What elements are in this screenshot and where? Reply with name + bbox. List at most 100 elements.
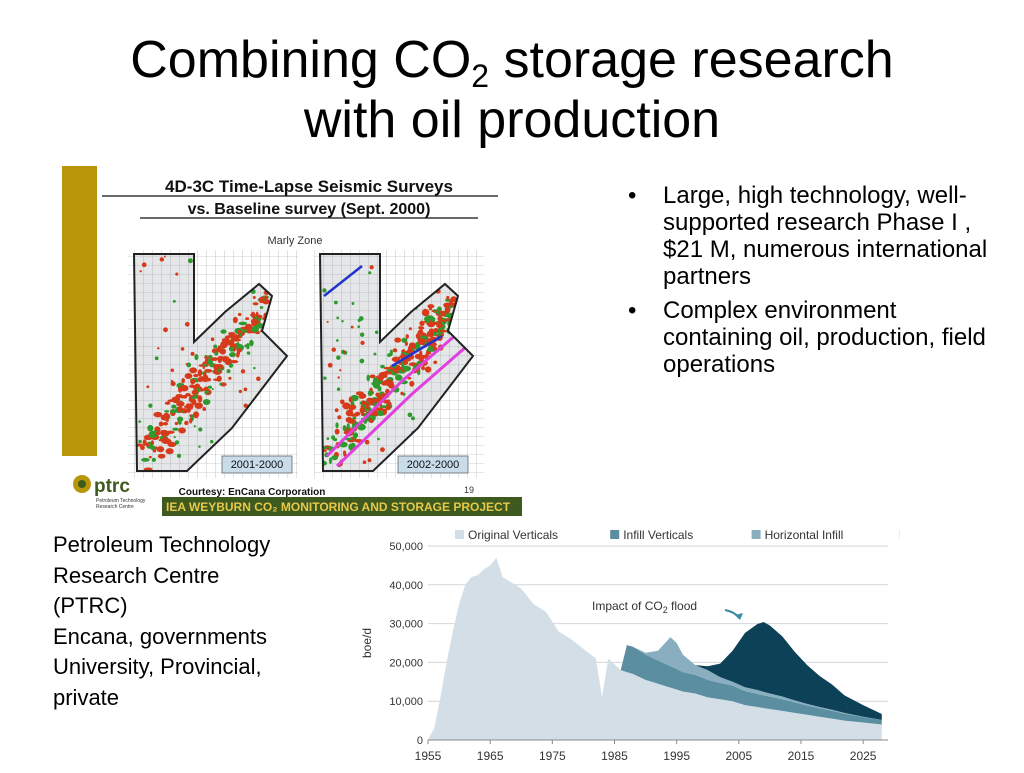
anomaly-mark	[213, 364, 218, 369]
anomaly-mark	[433, 332, 437, 336]
anomaly-mark	[438, 326, 440, 328]
anomaly-mark	[249, 340, 254, 346]
anomaly-mark	[416, 333, 421, 338]
anomaly-mark	[203, 364, 207, 367]
anomaly-mark	[157, 446, 165, 452]
anomaly-mark	[157, 347, 159, 349]
anomaly-mark	[337, 388, 340, 391]
anomaly-mark	[213, 344, 217, 348]
anomaly-mark	[363, 460, 367, 464]
anomaly-mark	[377, 410, 384, 416]
anomaly-mark	[375, 386, 377, 388]
anomaly-mark	[173, 300, 176, 303]
anomaly-mark	[181, 347, 185, 351]
anomaly-mark	[418, 338, 426, 342]
anomaly-mark	[230, 341, 234, 348]
anomaly-mark	[197, 377, 202, 381]
organization-text: Petroleum Technology Research Centre (PT…	[53, 530, 323, 713]
anomaly-mark	[387, 353, 391, 357]
anomaly-mark	[419, 321, 424, 326]
anomaly-mark	[171, 405, 176, 409]
anomaly-mark	[371, 415, 375, 420]
anomaly-mark	[360, 341, 364, 345]
anomaly-mark	[491, 246, 499, 251]
org-line: Encana, governments	[53, 622, 323, 653]
anomaly-mark	[143, 439, 147, 446]
anomaly-mark	[333, 438, 336, 441]
anomaly-mark	[203, 372, 206, 377]
anomaly-mark	[251, 312, 255, 318]
anomaly-mark	[360, 333, 364, 337]
anomaly-mark	[434, 328, 439, 333]
anomaly-mark	[380, 365, 385, 368]
anomaly-mark	[152, 458, 156, 462]
anomaly-mark	[429, 307, 432, 310]
anomaly-mark	[393, 348, 398, 352]
anomaly-mark	[185, 322, 190, 327]
anomaly-mark	[360, 359, 365, 364]
anomaly-mark	[165, 419, 169, 423]
y-tick-label: 40,000	[389, 580, 423, 592]
anomaly-mark	[245, 317, 249, 320]
ptrc-logo: ptrc Petroleum Technology Research Centr…	[73, 475, 146, 510]
anomaly-mark	[163, 433, 166, 438]
anomaly-mark	[326, 447, 329, 450]
anomaly-mark	[485, 274, 493, 279]
anomaly-mark	[256, 376, 261, 381]
anomaly-mark	[327, 321, 329, 323]
org-line: private	[53, 683, 323, 714]
anomaly-mark	[236, 351, 240, 356]
anomaly-mark	[337, 376, 339, 378]
anomaly-mark	[186, 363, 188, 365]
anomaly-mark	[353, 434, 358, 439]
seismic-survey-figure: 4D-3C Time-Lapse Seismic Surveys vs. Bas…	[62, 166, 522, 516]
anomaly-mark	[138, 440, 141, 443]
anomaly-mark	[425, 366, 431, 372]
anomaly-mark	[225, 335, 230, 340]
anomaly-mark	[177, 454, 181, 458]
anomaly-mark	[405, 341, 408, 345]
y-tick-label: 10,000	[389, 696, 423, 708]
anomaly-mark	[297, 262, 302, 266]
anomaly-mark	[431, 322, 438, 325]
anomaly-mark	[158, 454, 166, 459]
anomaly-mark	[253, 367, 255, 369]
anomaly-mark	[177, 417, 183, 422]
y-axis-label: boe/d	[360, 628, 374, 658]
anomaly-mark	[251, 318, 259, 324]
anomaly-mark	[335, 422, 338, 428]
anomaly-mark	[486, 269, 490, 276]
anomaly-mark	[408, 412, 413, 417]
anomaly-mark	[241, 369, 245, 373]
anomaly-mark	[433, 309, 435, 311]
seismic-title-line1: 4D-3C Time-Lapse Seismic Surveys	[165, 177, 453, 196]
anomaly-mark	[194, 425, 196, 427]
anomaly-mark	[351, 326, 354, 329]
anomaly-mark	[175, 440, 179, 444]
anomaly-mark	[366, 398, 374, 403]
seismic-map-2002: 2002-2000	[314, 246, 499, 478]
org-line: Petroleum Technology	[53, 530, 323, 561]
y-tick-label: 30,000	[389, 619, 423, 631]
anomaly-mark	[335, 429, 340, 435]
survey-label-2002: 2002-2000	[407, 459, 460, 471]
anomaly-mark	[204, 391, 209, 394]
anomaly-mark	[368, 458, 372, 462]
anomaly-mark	[221, 356, 229, 361]
anomaly-mark	[188, 403, 194, 409]
anomaly-mark	[380, 447, 385, 452]
anomaly-mark	[373, 377, 379, 384]
anomaly-mark	[341, 320, 343, 322]
anomaly-mark	[189, 367, 197, 373]
anomaly-mark	[170, 409, 175, 413]
anomaly-mark	[386, 382, 394, 386]
anomaly-mark	[322, 288, 326, 292]
anomaly-mark	[164, 256, 166, 258]
anomaly-mark	[190, 379, 195, 384]
anomaly-mark	[337, 415, 341, 419]
anomaly-mark	[360, 407, 365, 414]
slide-title: Combining CO2 storage research with oil …	[0, 30, 1024, 150]
anomaly-mark	[161, 437, 170, 444]
anomaly-mark	[202, 407, 206, 411]
anomaly-mark	[403, 366, 411, 372]
